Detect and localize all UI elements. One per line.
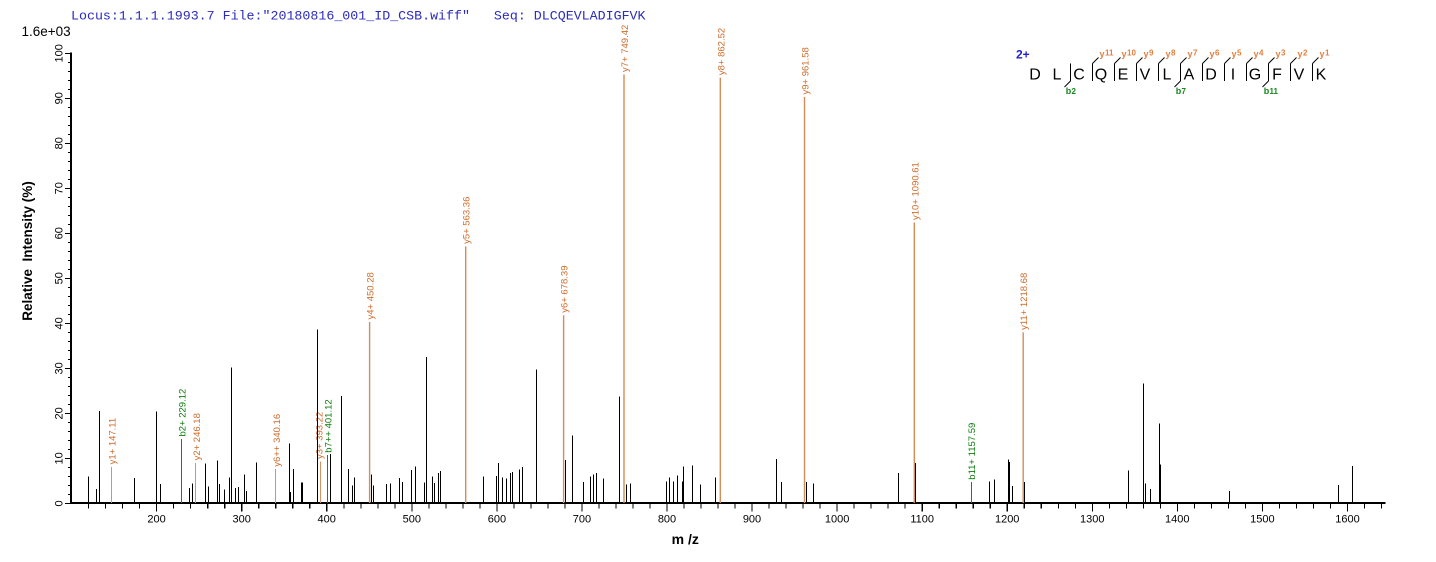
svg-text:y6++ 340.16: y6++ 340.16: [272, 414, 283, 467]
svg-text:1400: 1400: [1165, 514, 1189, 526]
svg-text:b: b: [1066, 86, 1072, 96]
svg-text:y8+ 862.52: y8+ 862.52: [716, 28, 727, 75]
svg-text:600: 600: [488, 514, 506, 526]
svg-text:200: 200: [147, 514, 165, 526]
svg-text:11: 11: [1105, 49, 1114, 58]
svg-text:1600: 1600: [1335, 514, 1359, 526]
svg-text:m /z: m /z: [672, 531, 699, 547]
svg-text:7: 7: [1182, 87, 1187, 96]
svg-text:D: D: [1029, 67, 1041, 84]
svg-text:0: 0: [54, 500, 66, 506]
svg-text:y7+ 749.42: y7+ 749.42: [620, 25, 631, 72]
svg-text:L: L: [1163, 67, 1172, 84]
svg-text:1.6e+03: 1.6e+03: [22, 24, 71, 39]
svg-text:Locus:1.1.1.1993.7 File:"20180: Locus:1.1.1.1993.7 File:"20180816_001_ID…: [71, 9, 646, 24]
svg-text:11: 11: [1270, 87, 1279, 96]
svg-text:30: 30: [54, 362, 66, 374]
svg-text:7: 7: [1193, 49, 1198, 58]
svg-text:G: G: [1249, 67, 1261, 84]
svg-text:D: D: [1205, 67, 1217, 84]
svg-text:y6+ 678.39: y6+ 678.39: [560, 266, 571, 313]
svg-text:Q: Q: [1095, 67, 1107, 84]
svg-text:300: 300: [233, 514, 251, 526]
svg-text:I: I: [1231, 67, 1235, 84]
svg-text:700: 700: [573, 514, 591, 526]
svg-text:3: 3: [1281, 49, 1286, 58]
svg-text:y: y: [1122, 49, 1127, 59]
svg-text:4: 4: [1259, 49, 1264, 58]
svg-text:y2+ 246.18: y2+ 246.18: [192, 413, 203, 460]
svg-text:900: 900: [743, 514, 761, 526]
svg-text:b: b: [1264, 86, 1270, 96]
svg-text:C: C: [1073, 67, 1085, 84]
svg-text:800: 800: [658, 514, 676, 526]
svg-text:10: 10: [54, 452, 66, 464]
svg-text:Relative Intensity (%): Relative Intensity (%): [20, 181, 35, 321]
svg-text:K: K: [1316, 67, 1327, 84]
svg-text:80: 80: [54, 137, 66, 149]
svg-text:y: y: [1232, 49, 1237, 59]
svg-text:y: y: [1320, 49, 1325, 59]
svg-text:y5+ 563.36: y5+ 563.36: [462, 197, 473, 244]
svg-text:40: 40: [54, 317, 66, 329]
svg-text:400: 400: [318, 514, 336, 526]
svg-text:y: y: [1254, 49, 1259, 59]
svg-text:1100: 1100: [910, 514, 934, 526]
svg-text:60: 60: [54, 227, 66, 239]
svg-text:100: 100: [54, 44, 66, 62]
svg-text:y11+ 1218.68: y11+ 1218.68: [1019, 273, 1030, 330]
svg-text:y9+ 961.58: y9+ 961.58: [801, 47, 812, 94]
svg-text:F: F: [1272, 67, 1282, 84]
svg-text:2: 2: [1303, 49, 1308, 58]
svg-text:8: 8: [1171, 49, 1176, 58]
svg-text:5: 5: [1237, 49, 1242, 58]
svg-text:L: L: [1053, 67, 1062, 84]
svg-text:50: 50: [54, 272, 66, 284]
svg-text:V: V: [1140, 67, 1151, 84]
svg-text:y: y: [1276, 49, 1281, 59]
svg-text:b2+ 229.12: b2+ 229.12: [177, 389, 188, 437]
svg-text:y10+ 1090.61: y10+ 1090.61: [910, 162, 921, 220]
svg-text:y: y: [1144, 49, 1149, 59]
svg-text:1: 1: [1325, 49, 1330, 58]
svg-text:y: y: [1298, 49, 1303, 59]
svg-text:9: 9: [1149, 49, 1154, 58]
svg-text:y: y: [1100, 49, 1105, 59]
svg-text:y3+ 393.22: y3+ 393.22: [315, 412, 326, 459]
svg-text:1500: 1500: [1250, 514, 1274, 526]
svg-text:b11+ 1157.59: b11+ 1157.59: [967, 423, 978, 480]
svg-text:b: b: [1176, 86, 1182, 96]
svg-text:10: 10: [1127, 49, 1136, 58]
svg-text:500: 500: [403, 514, 421, 526]
svg-text:1000: 1000: [825, 514, 849, 526]
svg-text:20: 20: [54, 407, 66, 419]
svg-text:6: 6: [1215, 49, 1220, 58]
svg-text:1300: 1300: [1080, 514, 1104, 526]
svg-text:1200: 1200: [995, 514, 1019, 526]
svg-text:V: V: [1294, 67, 1305, 84]
svg-text:y1+ 147.11: y1+ 147.11: [108, 418, 119, 465]
svg-text:2+: 2+: [1016, 48, 1030, 62]
svg-text:A: A: [1184, 67, 1195, 84]
svg-text:y: y: [1166, 49, 1171, 59]
svg-text:b7++ 401.12: b7++ 401.12: [324, 399, 335, 452]
svg-text:2: 2: [1072, 87, 1077, 96]
svg-text:y: y: [1210, 49, 1215, 59]
svg-text:y4+ 450.28: y4+ 450.28: [366, 272, 377, 319]
svg-text:E: E: [1118, 67, 1129, 84]
svg-text:y: y: [1188, 49, 1193, 59]
svg-text:70: 70: [54, 182, 66, 194]
svg-text:90: 90: [54, 92, 66, 104]
